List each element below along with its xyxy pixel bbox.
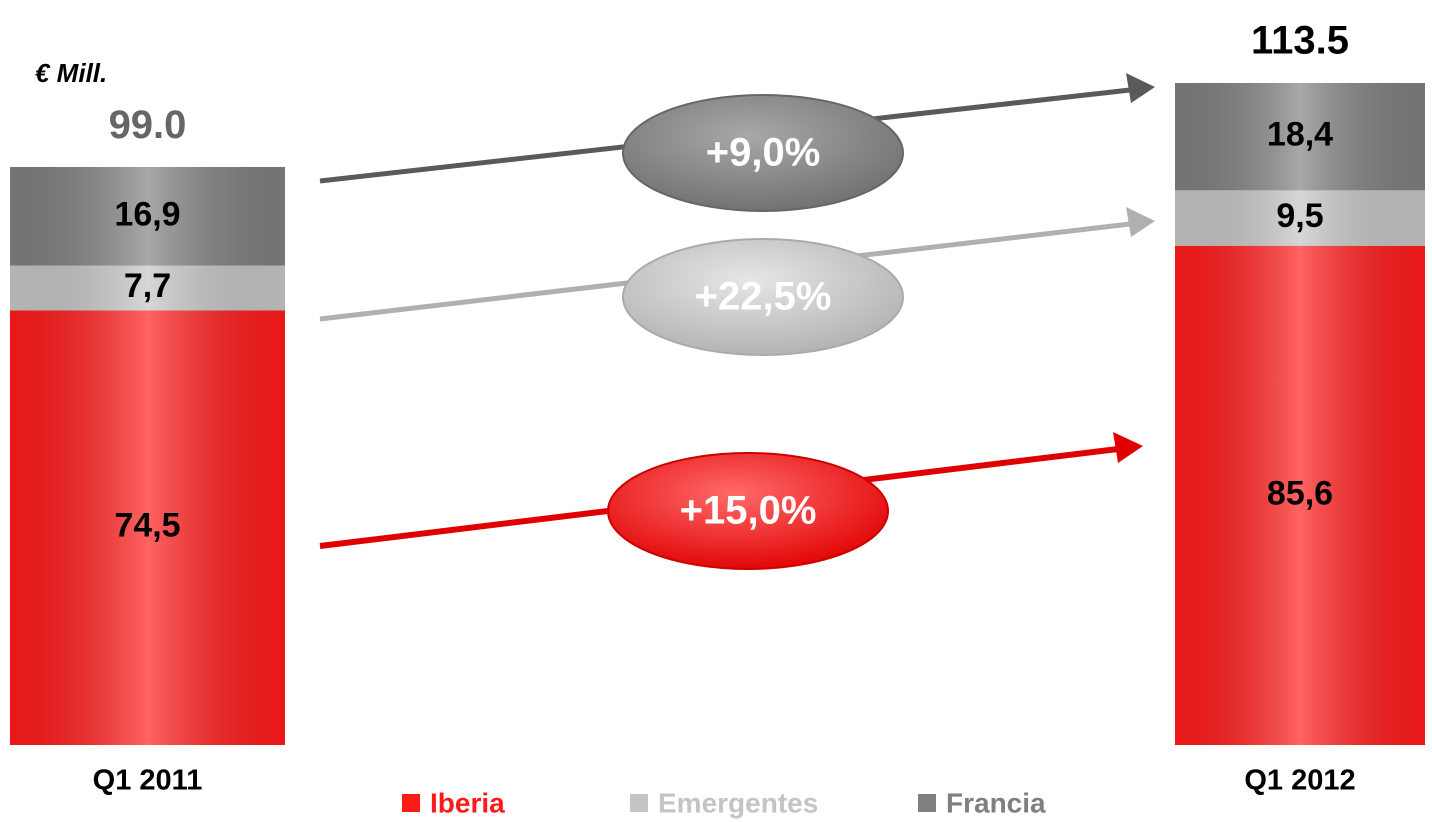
legend-swatch: [630, 794, 648, 812]
total-label: 113.5: [1251, 19, 1349, 63]
legend-label: Francia: [946, 787, 1046, 818]
unit-label: € Mill.: [35, 58, 107, 88]
bar-shine: [1175, 245, 1425, 745]
value-label: 9,5: [1276, 197, 1323, 235]
badge: [622, 94, 904, 212]
growth-label: +22,5%: [695, 275, 832, 319]
badge: [622, 238, 904, 356]
value-label: 18,4: [1267, 116, 1333, 154]
bar-shine: [1175, 83, 1425, 191]
bar-shine: [10, 310, 285, 745]
value-label: 74,5: [114, 507, 180, 545]
badge: [607, 452, 889, 570]
value-label: 16,9: [114, 195, 180, 233]
value-label: 7,7: [124, 267, 171, 305]
bar-shine: [10, 265, 285, 311]
bar-shine: [1175, 190, 1425, 246]
legend-label: Emergentes: [658, 787, 818, 818]
bar-shine: [10, 166, 285, 266]
legend-swatch: [918, 794, 936, 812]
x-tick-label: Q1 2011: [93, 765, 203, 797]
legend-swatch: [402, 794, 420, 812]
value-label: 85,6: [1267, 474, 1333, 512]
growth-label: +15,0%: [680, 489, 817, 533]
total-label: 99.0: [109, 103, 187, 147]
growth-label: +9,0%: [706, 131, 821, 175]
x-tick-label: Q1 2012: [1244, 765, 1355, 797]
legend-label: Iberia: [430, 787, 505, 818]
